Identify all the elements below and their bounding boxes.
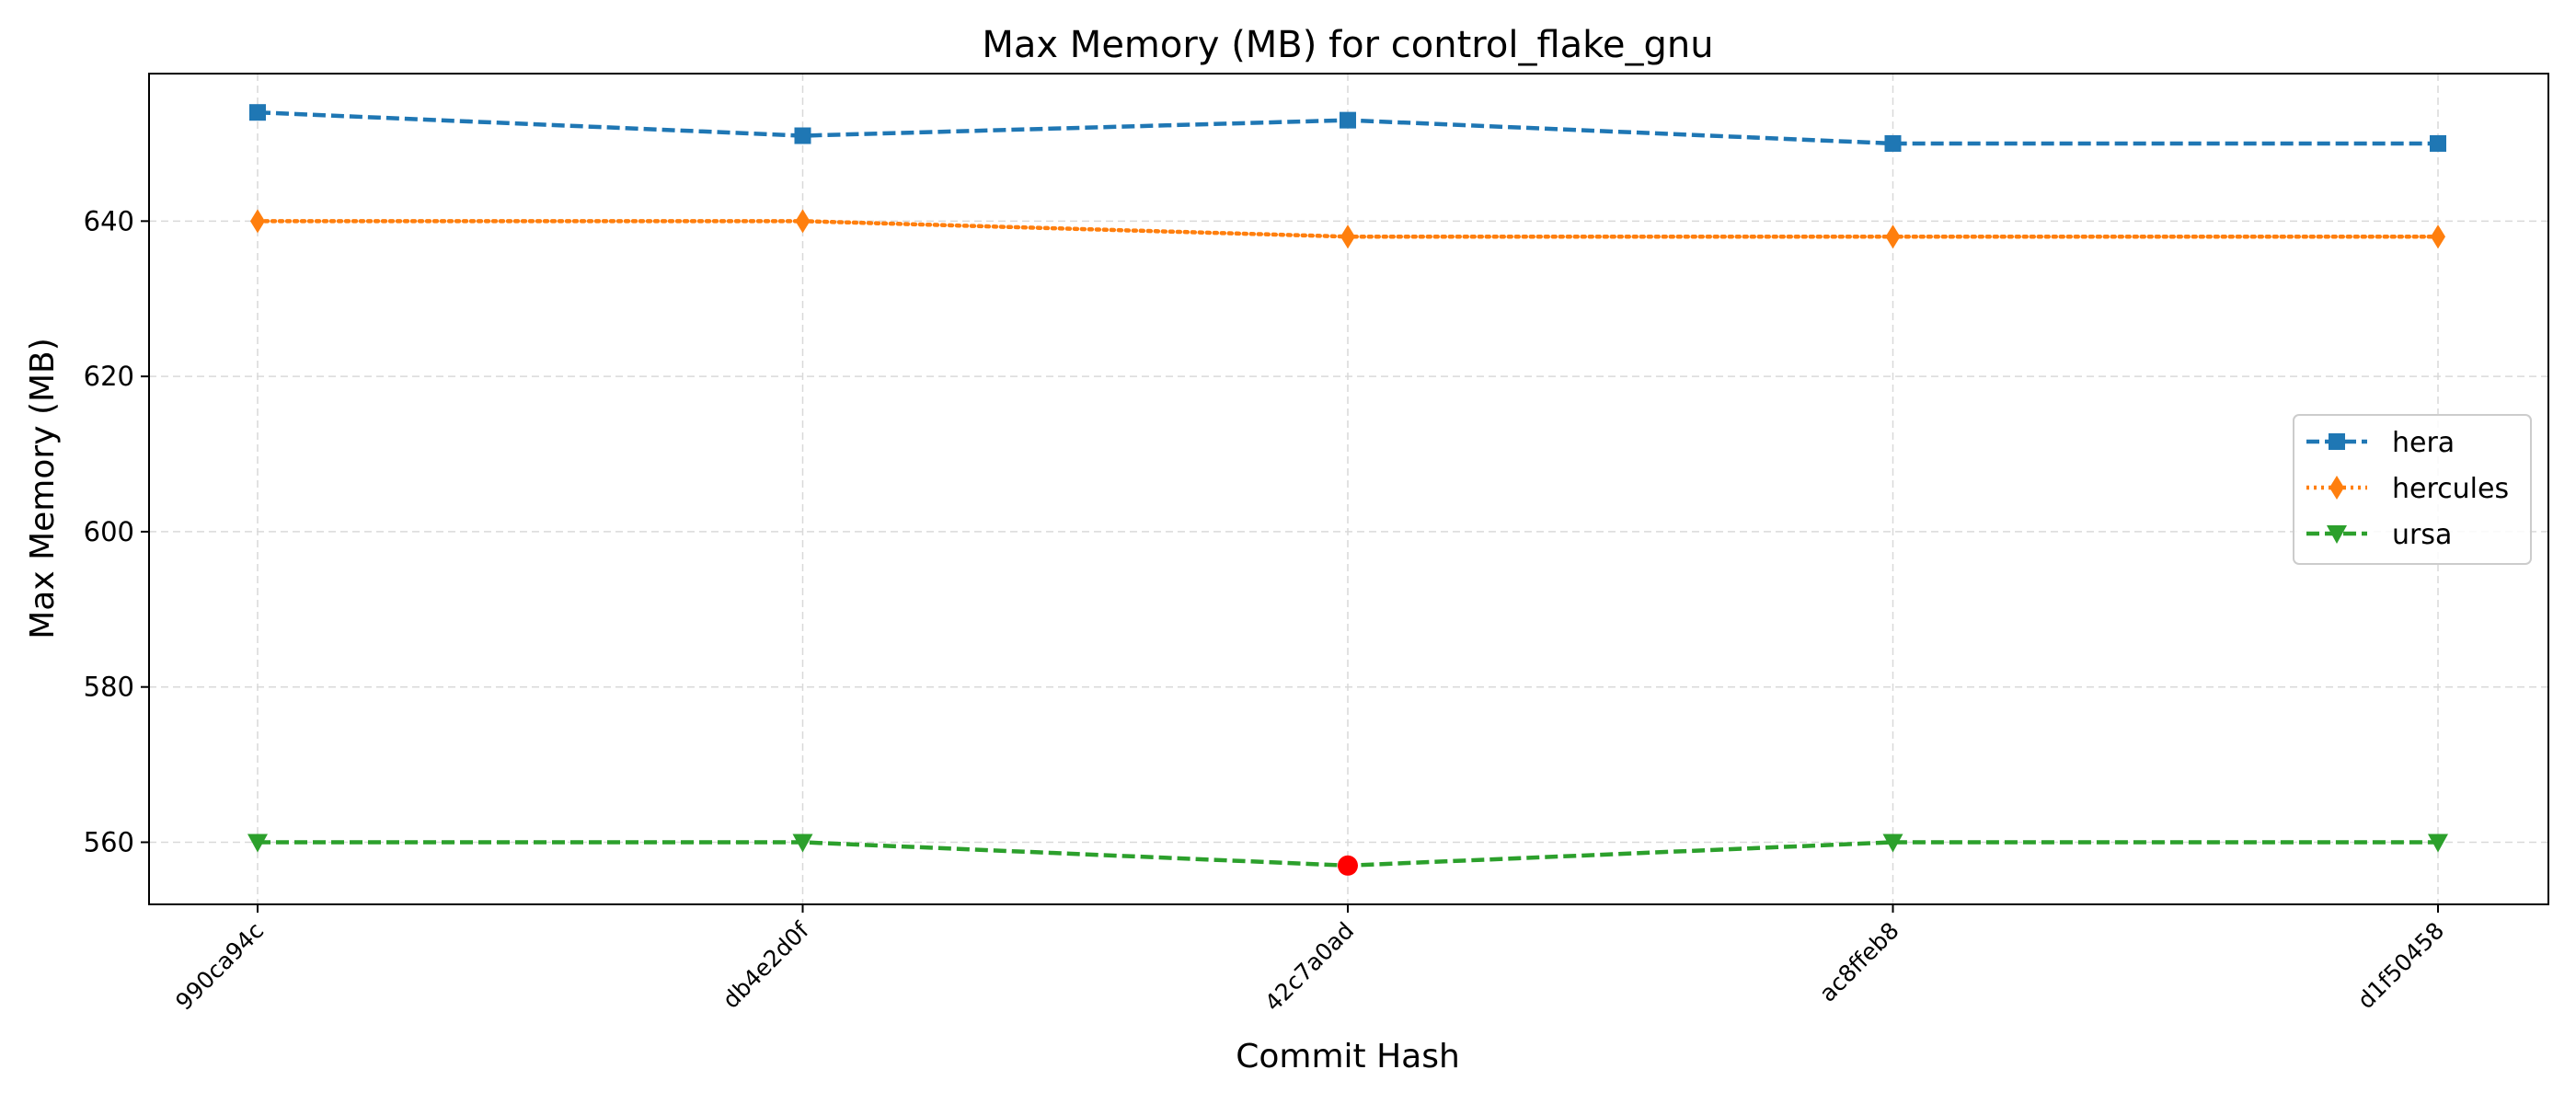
y-axis: 560 580 600 620 640 bbox=[84, 205, 149, 857]
data-point-hercules bbox=[1340, 224, 1355, 249]
y-tick-label: 580 bbox=[84, 672, 134, 703]
data-point-ursa bbox=[792, 834, 813, 853]
data-point-ursa bbox=[247, 834, 268, 853]
series-hera bbox=[249, 104, 2446, 152]
legend-label-hercules: hercules bbox=[2392, 473, 2509, 505]
legend-box bbox=[2293, 414, 2532, 565]
highlight-point bbox=[1338, 855, 1358, 876]
legend-marker-hera bbox=[2329, 433, 2345, 450]
data-point-hera bbox=[794, 127, 811, 144]
grid bbox=[149, 74, 2548, 904]
x-tick-label: d1f50458 bbox=[2352, 917, 2449, 1014]
x-axis-label: Commit Hash bbox=[1236, 1038, 1460, 1075]
data-point-hercules bbox=[1885, 224, 1901, 249]
data-point-ursa bbox=[2428, 834, 2448, 853]
data-point-hercules bbox=[250, 209, 265, 234]
series-hercules bbox=[250, 209, 2445, 249]
legend: hera hercules ursa bbox=[2293, 414, 2532, 565]
data-point-hercules bbox=[2431, 224, 2445, 249]
x-tick-label: db4e2d0f bbox=[718, 916, 815, 1014]
y-tick-label: 560 bbox=[84, 826, 134, 857]
y-tick-label: 640 bbox=[84, 205, 134, 236]
data-point-hera bbox=[2430, 134, 2446, 152]
y-tick-label: 600 bbox=[84, 516, 134, 547]
y-axis-label: Max Memory (MB) bbox=[24, 338, 62, 639]
y-tick-label: 620 bbox=[84, 361, 134, 392]
x-tick-label: 990ca94c bbox=[170, 917, 269, 1016]
data-point-hercules bbox=[795, 209, 811, 234]
legend-label-hera: hera bbox=[2392, 427, 2455, 459]
data-point-ursa bbox=[1882, 834, 1903, 853]
x-tick-label: 42c7a0ad bbox=[1259, 917, 1359, 1017]
x-axis: 990ca94c db4e2d0f 42c7a0ad ac8ffeb8 d1f50458 bbox=[170, 904, 2449, 1017]
plot-frame bbox=[148, 73, 2549, 905]
series-layer bbox=[247, 104, 2448, 876]
legend-marker-hercules bbox=[2329, 476, 2344, 500]
x-tick-label: ac8ffeb8 bbox=[1814, 917, 1904, 1007]
legend-label-ursa: ursa bbox=[2392, 519, 2452, 551]
data-point-hera bbox=[1884, 134, 1902, 152]
chart-title: Max Memory (MB) for control_flake_gnu bbox=[982, 24, 1713, 66]
data-point-hera bbox=[1340, 111, 1356, 129]
legend-marker-ursa bbox=[2327, 525, 2347, 544]
data-point-hera bbox=[249, 104, 266, 121]
